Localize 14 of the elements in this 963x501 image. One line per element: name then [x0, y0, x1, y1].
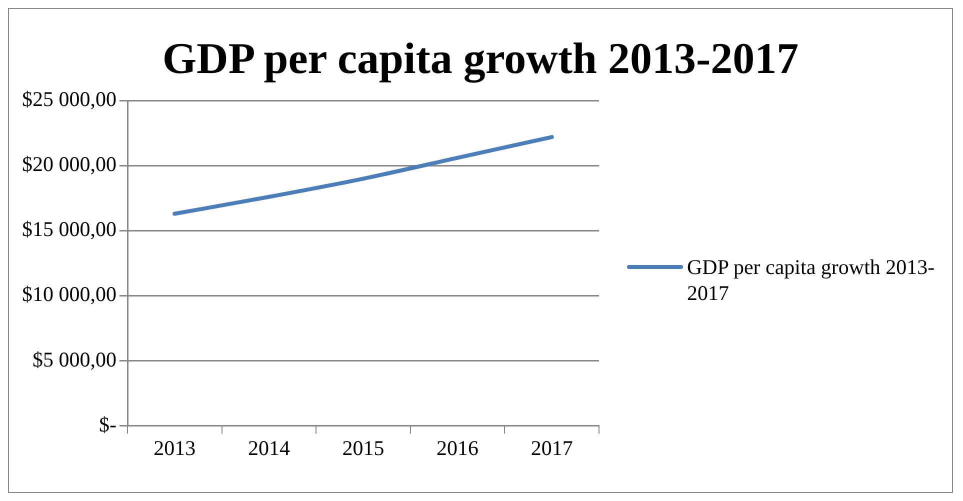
y-tick-label: $5 000,00 [32, 347, 116, 372]
x-tick-label: 2017 [530, 436, 573, 460]
line-series [172, 135, 554, 216]
chart-title: GDP per capita growth 2013-2017 [161, 33, 800, 85]
y-tick-label: $- [99, 412, 116, 436]
x-tick-label: 2013 [154, 436, 196, 460]
y-tick-label: $10 000,00 [22, 282, 116, 306]
legend-label: GDP per capita growth 2013-2017 [687, 254, 936, 306]
y-tick-label: $20 000,00 [22, 152, 116, 176]
x-tick-label: 2014 [248, 436, 290, 460]
y-tick-label: $25 000,00 [22, 87, 116, 112]
x-tick-label: 2016 [436, 436, 479, 460]
y-tick-label: $15 000,00 [22, 217, 116, 242]
x-tick-label: 2015 [342, 436, 384, 460]
